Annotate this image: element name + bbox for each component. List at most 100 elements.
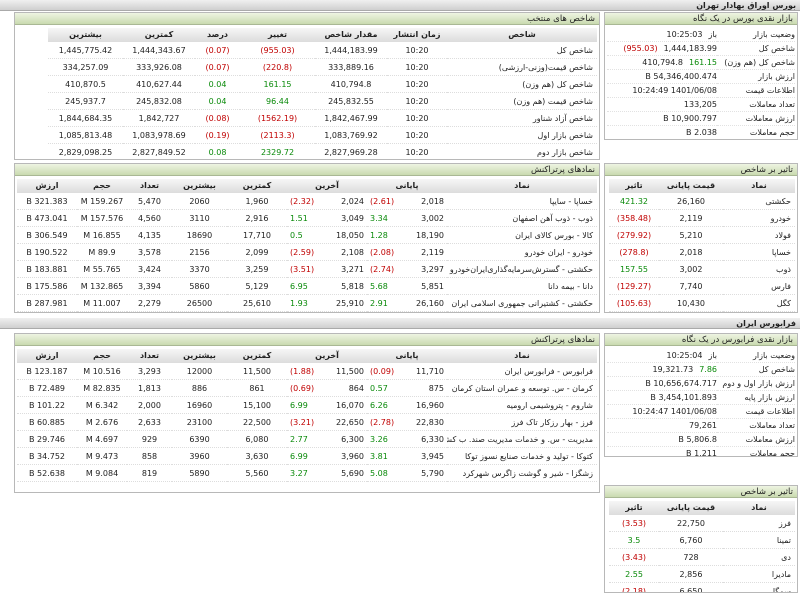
cell: 6,760 xyxy=(659,532,723,549)
cell: 333,889.16 xyxy=(315,59,387,76)
cell: 55.765 M xyxy=(77,261,127,278)
price-cell: 18,190 1.28 xyxy=(367,227,447,244)
cell: 96.44 xyxy=(240,93,315,110)
row-value: 3,454,101.893 B xyxy=(607,391,717,405)
row-label: شاخص کل xyxy=(717,363,795,377)
cell: 10:20 xyxy=(387,110,447,127)
column-header: تاثیر xyxy=(609,179,659,193)
cell: 1,844,684.35 xyxy=(48,110,123,127)
row-label: ارزش بازار xyxy=(717,70,795,84)
cell: 2,827,969.28 xyxy=(315,144,387,159)
row-label: خودرو - ایران خودرو xyxy=(447,244,597,261)
impact-table: نماد قیمت پایانی تاثیر حکشتی 26,160 421.32 خود… xyxy=(607,179,795,312)
price-change: 0.57 xyxy=(370,384,388,393)
row-label: ذوب xyxy=(723,261,795,278)
row-value: 10,900.797 B xyxy=(607,112,717,126)
row-value: 1401/06/08 10:24:49 xyxy=(607,84,717,98)
cell: (3.53) xyxy=(609,515,659,532)
overview-table: وضعیت بازار باز 10:25:03 شاخص کل 1,444,183.9… xyxy=(607,28,795,139)
row-label: زشگزا - شیر و گوشت زاگرس شهرکرد xyxy=(447,465,597,482)
value: 3,454,101.893 B xyxy=(650,393,717,402)
cell: 3,630 xyxy=(227,448,287,465)
price-cell: 11,500 (1.88) xyxy=(287,363,367,380)
cell: 1,842,467.99 xyxy=(315,110,387,127)
price-cell: 5,690 3.27 xyxy=(287,465,367,482)
cell: 1,445,775.42 xyxy=(48,42,123,59)
cell: 157.576 M xyxy=(77,210,127,227)
column-header: تعداد xyxy=(127,349,172,363)
cell: 3,394 xyxy=(127,278,172,295)
row-label: وضعیت بازار xyxy=(717,28,795,42)
row-label: کگل xyxy=(723,295,795,312)
price: 2,024 xyxy=(341,197,364,206)
price: 2,108 xyxy=(341,248,364,257)
row-label: کرمان - س. توسعه و عمران استان کرمان xyxy=(447,380,597,397)
cell: 306.549 B xyxy=(17,227,77,244)
row-value: 19,321.73 7.86 xyxy=(607,363,717,377)
cell: 157.55 xyxy=(609,261,659,278)
value-extra: 161.15 xyxy=(689,58,717,67)
price-change: 2.91 xyxy=(370,299,388,308)
price: 3,049 xyxy=(341,214,364,223)
cell: (0.07) xyxy=(195,59,240,76)
price-cell: 3,049 1.51 xyxy=(287,210,367,227)
column-header: پایانی xyxy=(367,349,447,363)
cell: 11.007 M xyxy=(77,295,127,312)
panel-title: تاثیر بر شاخص xyxy=(605,486,797,498)
price-change: (2.78) xyxy=(370,418,395,427)
price-change: (0.09) xyxy=(370,367,395,376)
price-change: 3.26 xyxy=(370,435,388,444)
price-cell: 864 (0.69) xyxy=(287,380,367,397)
row-label: شاخص کل (هم وزن) xyxy=(717,56,795,70)
price-cell: 5,851 5.68 xyxy=(367,278,447,295)
panel-title: بازار نقدی فرابورس در یک نگاه xyxy=(605,334,797,346)
row-label: اطلاعات قیمت xyxy=(717,405,795,419)
price-change: 5.68 xyxy=(370,282,388,291)
cell: 60.885 B xyxy=(17,414,77,431)
column-header: حجم xyxy=(77,179,127,193)
price: 16,070 xyxy=(336,401,364,410)
cell: 2,099 xyxy=(227,244,287,261)
row-label: دی xyxy=(723,549,795,566)
price-change: (3.21) xyxy=(290,418,315,427)
value: 19,321.73 xyxy=(652,365,694,374)
cell: 473.041 B xyxy=(17,210,77,227)
column-header: ارزش xyxy=(17,349,77,363)
price-change: 6.95 xyxy=(290,282,308,291)
cell: (220.8) xyxy=(240,59,315,76)
cell: 410,627.44 xyxy=(123,76,195,93)
row-label: مدیریت - س. و خدمات مدیریت صند. ب کش... xyxy=(447,431,597,448)
price: 3,945 xyxy=(421,452,444,461)
cell: 175.586 B xyxy=(17,278,77,295)
overview-table: وضعیت بازار باز 10:25:04 شاخص کل 19,321.73 7.… xyxy=(607,349,795,456)
value: 5,806.8 B xyxy=(678,435,717,444)
cell: 16.855 M xyxy=(77,227,127,244)
cell: 7,740 xyxy=(659,278,723,295)
cell: 3,424 xyxy=(127,261,172,278)
cell: 1,444,183.99 xyxy=(315,42,387,59)
impact-table: نماد قیمت پایانی تاثیر فرز 22,750 (3.53) تمینا… xyxy=(607,501,795,592)
price-cell: 3,945 3.81 xyxy=(367,448,447,465)
cell: 2,000 xyxy=(127,397,172,414)
cell: 2156 xyxy=(172,244,227,261)
cell: 34.752 B xyxy=(17,448,77,465)
price-change: 6.99 xyxy=(290,401,308,410)
cell: 10.516 M xyxy=(77,363,127,380)
row-value: باز 10:25:03 xyxy=(607,28,717,42)
row-value: 1,444,183.99 (955.03) xyxy=(607,42,717,56)
price: 11,500 xyxy=(336,367,364,376)
cell: 3960 xyxy=(172,448,227,465)
column-header: آخرین xyxy=(287,179,367,193)
cell: 2329.72 xyxy=(240,144,315,159)
row-label: شاخص قیمت (هم وزن) xyxy=(447,93,597,110)
price: 16,960 xyxy=(416,401,444,410)
price: 5,690 xyxy=(341,469,364,478)
cell: 1,813 xyxy=(127,380,172,397)
cell: 26,160 xyxy=(659,193,723,210)
price-change: 1.51 xyxy=(290,214,308,223)
price-change: 2.77 xyxy=(290,435,308,444)
value: 1401/06/08 10:24:49 xyxy=(632,86,717,95)
cell: 333,926.08 xyxy=(123,59,195,76)
value-extra: 10:25:03 xyxy=(666,30,703,39)
cell: 5,560 xyxy=(227,465,287,482)
